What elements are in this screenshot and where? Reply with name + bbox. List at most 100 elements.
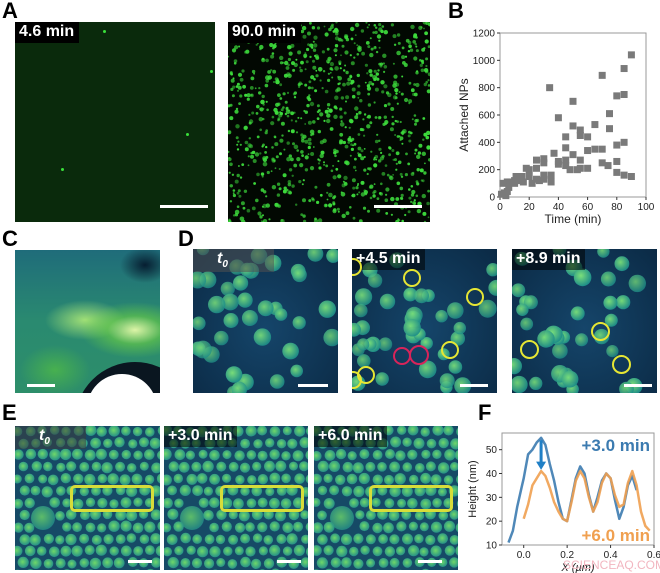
highlight-circle-yellow [357,366,375,384]
data-point [511,179,519,187]
x-tick-label: 0 [497,202,503,213]
data-point [535,177,543,185]
x-tick-label: 0.6 [647,550,660,561]
data-point [569,122,577,130]
fluorescent-np [210,70,213,73]
time-label: 4.6 min [15,22,80,43]
data-point [598,159,606,167]
scale-bar [460,384,488,387]
highlight-circle-yellow [612,355,631,374]
data-point [525,166,533,174]
data-point [518,173,526,180]
panel-e-label: E [2,400,17,425]
data-point [606,110,613,118]
height-profile-line-chart: 0.0 0.2 0.4 0.6 10 20 30 40 50 +3.0 min +6.0 min X … [467,432,660,573]
scale-bar [128,560,152,563]
data-point [627,173,635,180]
afm-particles-dense [15,426,160,570]
y-tick-label: 20 [486,517,498,528]
highlight-circle-yellow [441,341,459,359]
scale-bar [298,384,328,387]
afm-particles-dense [314,426,458,570]
legend-label: +6.0 min [581,526,650,545]
afm-hole [87,374,157,393]
data-point [540,171,548,179]
y-tick-label: 40 [486,469,498,480]
data-point [576,126,584,134]
y-tick-label: 30 [486,493,498,504]
data-point [533,164,540,172]
data-point [604,162,612,170]
data-point [503,188,511,196]
y-tick-label: 600 [478,111,495,122]
highlight-circle-yellow [403,269,421,287]
x-axis-label: Time (min) [545,212,602,226]
data-point [533,156,540,164]
data-point [566,166,574,174]
panel-a-image-late: 90.0 min [228,22,430,222]
data-point [620,65,628,73]
highlight-rectangle [369,485,453,512]
afm-particles [352,252,497,393]
data-point [576,132,584,139]
data-point [620,91,628,98]
scale-bar [418,560,442,563]
watermark: SCIENCEAQ.COM [563,558,660,572]
data-point [627,51,635,59]
data-point [613,157,621,165]
panel-a-label: A [2,0,18,23]
highlight-circle-red [409,345,429,365]
scale-bar [277,560,301,563]
data-point [584,147,592,155]
time-label: +8.9 min [512,249,586,270]
data-point [569,151,577,159]
data-point [525,173,533,180]
highlight-circle-yellow [352,258,362,276]
scale-bar [374,205,422,208]
y-tick-label: 200 [478,165,495,176]
data-point [547,171,555,179]
fluorescent-np-field [228,22,430,222]
data-point [540,175,548,183]
data-point [613,168,621,176]
time-label: t0 [15,426,86,450]
y-tick-label: 1000 [473,56,496,67]
time-label: +6.0 min [314,426,388,447]
data-point [569,97,577,105]
y-tick-label: 1200 [473,29,496,40]
data-point [546,84,554,92]
data-point [591,145,599,153]
data-point [519,178,527,186]
time-label-t: t [39,427,45,444]
time-label-t: t [217,250,223,267]
highlight-rectangle [70,485,154,512]
fluorescent-np [61,168,64,171]
time-label: t0 [193,249,274,273]
data-point [502,192,510,200]
data-point [547,178,555,186]
data-point [620,138,628,146]
fluorescent-np [103,30,106,33]
data-point [591,121,599,129]
data-point [528,179,536,187]
series-line [522,469,651,532]
panel-b-label: B [448,0,464,23]
data-point [562,156,570,164]
y-axis-label: Height (nm) [467,460,479,517]
scale-bar [624,384,652,387]
fluorescent-np [186,133,189,136]
y-axis-label: Attached NPs [457,78,471,151]
data-point [506,178,514,186]
legend-label: +3.0 min [581,436,650,455]
time-label-sub: 0 [222,259,228,271]
data-point [584,133,592,141]
x-tick-label: 0.2 [560,550,574,561]
x-axis-label: X (µm) [560,562,595,573]
afm-particles [512,249,646,393]
time-label: +3.0 min [164,426,238,447]
data-point [576,156,584,164]
data-point [554,160,562,168]
data-point [540,159,548,167]
data-point [562,162,570,170]
panel-d-image-8-9min: +8.9 min [512,249,657,393]
